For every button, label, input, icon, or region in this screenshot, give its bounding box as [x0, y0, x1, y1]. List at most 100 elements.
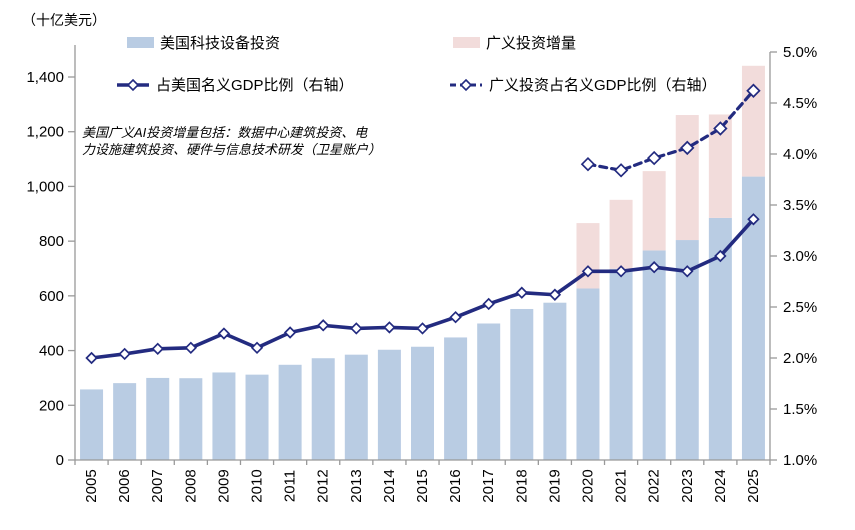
left-axis-tick-label: 1,200	[26, 124, 64, 141]
year-label-2024: 2024	[712, 469, 729, 502]
bar-tech-2013	[344, 354, 368, 460]
year-label-2021: 2021	[613, 469, 630, 502]
legend-item-broad-gdp-ratio: 广义投资占名义GDP比例（右轴）	[449, 74, 717, 95]
data-point-marker	[482, 297, 495, 311]
legend-swatch-blue	[127, 37, 154, 48]
data-point-marker	[614, 265, 628, 278]
left-axis-tick-label: 600	[39, 288, 64, 305]
bars-group	[80, 65, 765, 460]
data-point-marker	[714, 249, 727, 263]
left-axis-tick-label: 0	[56, 452, 64, 469]
bar-tech-2020	[576, 288, 600, 460]
right-axis-tick-label: 3.5%	[783, 197, 817, 214]
year-label-2006: 2006	[116, 469, 133, 502]
broad-gdp-ratio-line-group	[580, 83, 761, 178]
data-point-marker	[350, 322, 363, 335]
data-point-marker	[581, 265, 595, 278]
bar-increment-2022	[642, 171, 666, 251]
data-point-marker	[613, 163, 629, 178]
data-point-marker	[85, 351, 98, 365]
year-label-2020: 2020	[579, 469, 596, 502]
right-axis-tick-label: 4.0%	[783, 146, 817, 163]
right-axis-tick-label: 3.0%	[783, 248, 817, 265]
bar-tech-2016	[444, 337, 468, 460]
data-point-marker	[449, 310, 462, 324]
legend-item-tech-investment: 美国科技设备投资	[127, 32, 280, 53]
solid-line-marker-icon	[117, 78, 149, 91]
data-point-marker	[746, 83, 761, 98]
year-label-2015: 2015	[414, 469, 431, 502]
data-point-marker	[548, 288, 562, 301]
bar-tech-2022	[642, 250, 666, 460]
bar-tech-2008	[179, 378, 203, 460]
year-label-2012: 2012	[315, 469, 332, 502]
left-axis-tick-label: 1,000	[26, 178, 64, 195]
bar-tech-2012	[311, 358, 335, 460]
right-axis-tick-label: 4.5%	[783, 95, 817, 112]
bar-tech-2015	[411, 346, 434, 460]
year-label-2014: 2014	[381, 469, 398, 502]
year-label-2025: 2025	[745, 469, 762, 502]
data-point-marker	[250, 341, 264, 355]
data-point-marker	[713, 121, 728, 136]
data-point-marker	[151, 342, 164, 356]
bar-tech-2010	[245, 374, 269, 460]
data-point-marker	[747, 213, 760, 226]
right-axis-tick-label: 5.0%	[783, 44, 817, 61]
bar-increment-2025	[741, 65, 765, 177]
axes-group: 0 200 400 600 800 1,000 1,200 1,400 1.0% 1.5% 2.0%…	[26, 44, 817, 469]
data-point-marker	[217, 327, 231, 340]
data-point-marker	[646, 150, 662, 166]
data-point-marker	[580, 156, 596, 172]
year-label-2018: 2018	[513, 469, 530, 502]
left-axis-tick-label: 800	[39, 233, 64, 250]
bar-tech-2009	[212, 372, 236, 460]
legend-label-tech-investment: 美国科技设备投资	[160, 35, 281, 52]
bar-tech-2005	[80, 389, 104, 460]
year-label-2017: 2017	[480, 469, 497, 502]
year-label-2013: 2013	[348, 469, 365, 502]
bar-tech-2014	[377, 349, 401, 460]
year-label-2009: 2009	[215, 469, 232, 502]
bar-tech-2025	[741, 176, 765, 460]
year-label-2005: 2005	[83, 469, 100, 502]
axis-unit-label: （十亿美元）	[22, 12, 106, 28]
year-label-2007: 2007	[149, 469, 166, 502]
left-axis-tick-label: 1,400	[26, 69, 64, 86]
bar-tech-2006	[113, 383, 137, 460]
data-point-marker	[383, 321, 396, 334]
bar-tech-2018	[510, 308, 534, 460]
year-label-2008: 2008	[182, 469, 199, 502]
right-axis-tick-label: 2.0%	[783, 350, 817, 367]
year-label-2023: 2023	[679, 469, 696, 502]
year-label-2019: 2019	[546, 469, 563, 502]
bar-increment-2024	[708, 114, 732, 218]
data-point-marker	[118, 347, 131, 361]
bar-tech-2011	[278, 364, 302, 460]
legend-item-broad-increment: 广义投资增量	[453, 32, 576, 53]
legend-label-gdp-ratio: 占美国名义GDP比例（右轴）	[156, 77, 354, 94]
legend-label-broad-gdp-ratio: 广义投资占名义GDP比例（右轴）	[489, 77, 717, 94]
left-axis-tick-label: 200	[39, 397, 64, 414]
dashed-line-marker-icon	[450, 78, 482, 91]
right-axis-tick-label: 2.5%	[783, 299, 817, 316]
year-label-2022: 2022	[646, 469, 663, 502]
bar-increment-2023	[675, 115, 699, 241]
data-point-marker	[416, 322, 429, 335]
gdp-ratio-line-group	[85, 213, 760, 365]
legend-label-broad-increment: 广义投资增量	[486, 35, 577, 52]
data-point-marker	[184, 341, 198, 355]
data-point-marker	[647, 261, 661, 274]
bar-tech-2023	[675, 240, 699, 460]
annotation-note: 美国广义AI投资增量包括：数据中心建筑投资、电 力设施建筑投资、硬件与信息技术研…	[82, 125, 382, 158]
bar-tech-2021	[609, 268, 633, 460]
right-axis-tick-label: 1.5%	[783, 401, 817, 418]
data-point-marker	[283, 326, 297, 339]
legend-swatch-pink	[453, 37, 480, 48]
bar-tech-2017	[477, 323, 501, 460]
data-point-marker	[681, 265, 694, 278]
year-label-2016: 2016	[447, 469, 464, 502]
bar-tech-2019	[543, 302, 567, 460]
